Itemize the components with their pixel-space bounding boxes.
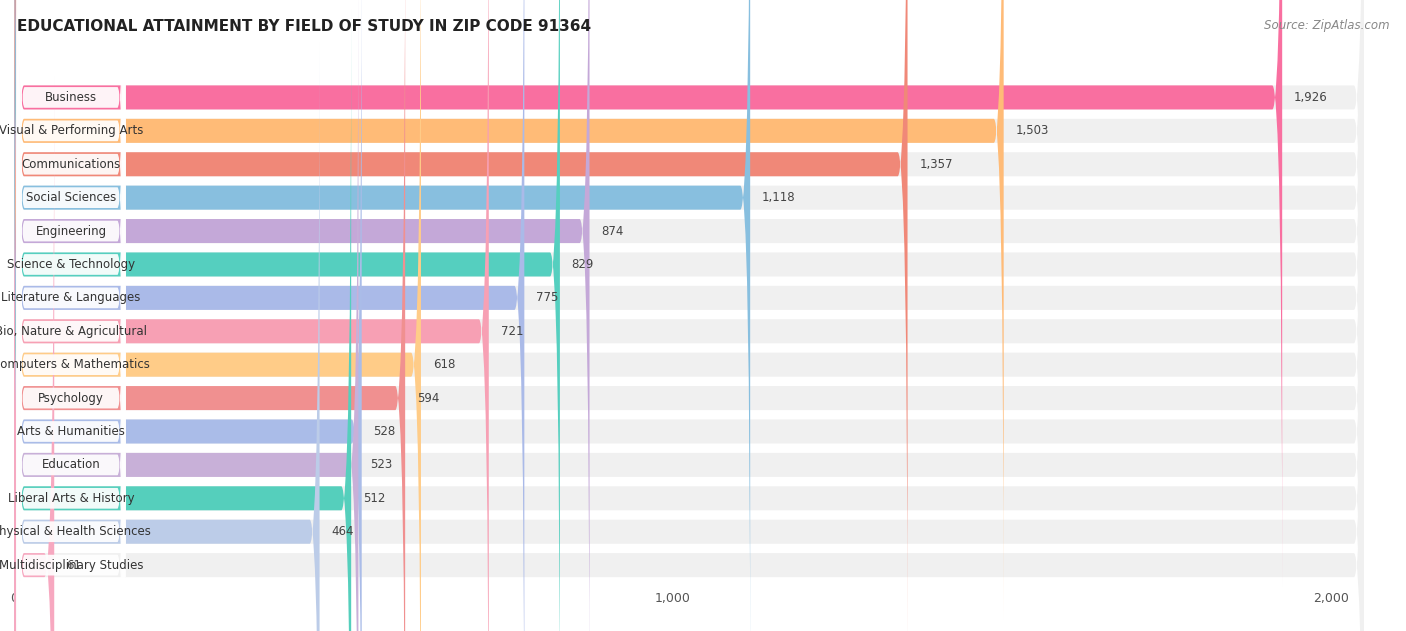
Text: 829: 829 — [572, 258, 595, 271]
FancyBboxPatch shape — [14, 0, 420, 631]
Text: 775: 775 — [536, 292, 558, 304]
FancyBboxPatch shape — [17, 108, 125, 631]
FancyBboxPatch shape — [14, 0, 1364, 631]
FancyBboxPatch shape — [17, 0, 125, 588]
FancyBboxPatch shape — [17, 141, 125, 631]
Text: 1,926: 1,926 — [1294, 91, 1327, 104]
FancyBboxPatch shape — [14, 0, 1364, 631]
FancyBboxPatch shape — [14, 76, 1364, 631]
Text: Physical & Health Sciences: Physical & Health Sciences — [0, 525, 150, 538]
FancyBboxPatch shape — [17, 8, 125, 631]
Text: 512: 512 — [363, 492, 385, 505]
Text: 874: 874 — [602, 225, 624, 237]
FancyBboxPatch shape — [17, 0, 125, 631]
Text: Multidisciplinary Studies: Multidisciplinary Studies — [0, 558, 143, 572]
FancyBboxPatch shape — [14, 0, 405, 631]
FancyBboxPatch shape — [14, 0, 1364, 631]
Text: 464: 464 — [332, 525, 354, 538]
Text: 1,357: 1,357 — [920, 158, 953, 171]
FancyBboxPatch shape — [14, 9, 1364, 631]
FancyBboxPatch shape — [14, 76, 55, 631]
FancyBboxPatch shape — [17, 0, 125, 488]
Text: 61: 61 — [66, 558, 82, 572]
FancyBboxPatch shape — [14, 0, 751, 631]
FancyBboxPatch shape — [14, 0, 907, 631]
Text: Literature & Languages: Literature & Languages — [1, 292, 141, 304]
Text: Liberal Arts & History: Liberal Arts & History — [7, 492, 135, 505]
Text: Science & Technology: Science & Technology — [7, 258, 135, 271]
FancyBboxPatch shape — [14, 0, 1364, 631]
Text: 594: 594 — [418, 392, 440, 404]
Text: Business: Business — [45, 91, 97, 104]
FancyBboxPatch shape — [14, 0, 589, 631]
FancyBboxPatch shape — [14, 43, 319, 631]
FancyBboxPatch shape — [14, 0, 361, 631]
Text: 528: 528 — [374, 425, 396, 438]
FancyBboxPatch shape — [14, 0, 1364, 631]
Text: 523: 523 — [370, 458, 392, 471]
FancyBboxPatch shape — [17, 175, 125, 631]
Text: 1,503: 1,503 — [1015, 124, 1049, 138]
FancyBboxPatch shape — [17, 0, 125, 521]
FancyBboxPatch shape — [14, 0, 1282, 586]
Text: Computers & Mathematics: Computers & Mathematics — [0, 358, 150, 371]
FancyBboxPatch shape — [14, 0, 524, 631]
Text: 721: 721 — [501, 325, 523, 338]
FancyBboxPatch shape — [14, 0, 1364, 631]
Text: 618: 618 — [433, 358, 456, 371]
FancyBboxPatch shape — [17, 74, 125, 631]
FancyBboxPatch shape — [17, 0, 125, 631]
FancyBboxPatch shape — [14, 0, 1364, 586]
FancyBboxPatch shape — [17, 0, 125, 631]
Text: Bio, Nature & Agricultural: Bio, Nature & Agricultural — [0, 325, 148, 338]
FancyBboxPatch shape — [14, 0, 560, 631]
FancyBboxPatch shape — [17, 41, 125, 631]
Text: Education: Education — [42, 458, 100, 471]
Text: Psychology: Psychology — [38, 392, 104, 404]
FancyBboxPatch shape — [14, 0, 1364, 631]
Text: 1,118: 1,118 — [762, 191, 796, 204]
FancyBboxPatch shape — [14, 0, 1364, 631]
FancyBboxPatch shape — [14, 0, 1364, 620]
FancyBboxPatch shape — [14, 43, 1364, 631]
FancyBboxPatch shape — [17, 0, 125, 631]
FancyBboxPatch shape — [14, 0, 489, 631]
FancyBboxPatch shape — [14, 0, 1004, 620]
Text: Communications: Communications — [21, 158, 121, 171]
Text: Visual & Performing Arts: Visual & Performing Arts — [0, 124, 143, 138]
FancyBboxPatch shape — [14, 9, 352, 631]
Text: Engineering: Engineering — [35, 225, 107, 237]
FancyBboxPatch shape — [14, 0, 1364, 631]
FancyBboxPatch shape — [14, 0, 359, 631]
Text: Arts & Humanities: Arts & Humanities — [17, 425, 125, 438]
FancyBboxPatch shape — [17, 0, 125, 555]
Text: Social Sciences: Social Sciences — [25, 191, 117, 204]
FancyBboxPatch shape — [17, 0, 125, 622]
Text: Source: ZipAtlas.com: Source: ZipAtlas.com — [1264, 19, 1389, 32]
FancyBboxPatch shape — [14, 0, 1364, 631]
Text: EDUCATIONAL ATTAINMENT BY FIELD OF STUDY IN ZIP CODE 91364: EDUCATIONAL ATTAINMENT BY FIELD OF STUDY… — [17, 19, 591, 34]
